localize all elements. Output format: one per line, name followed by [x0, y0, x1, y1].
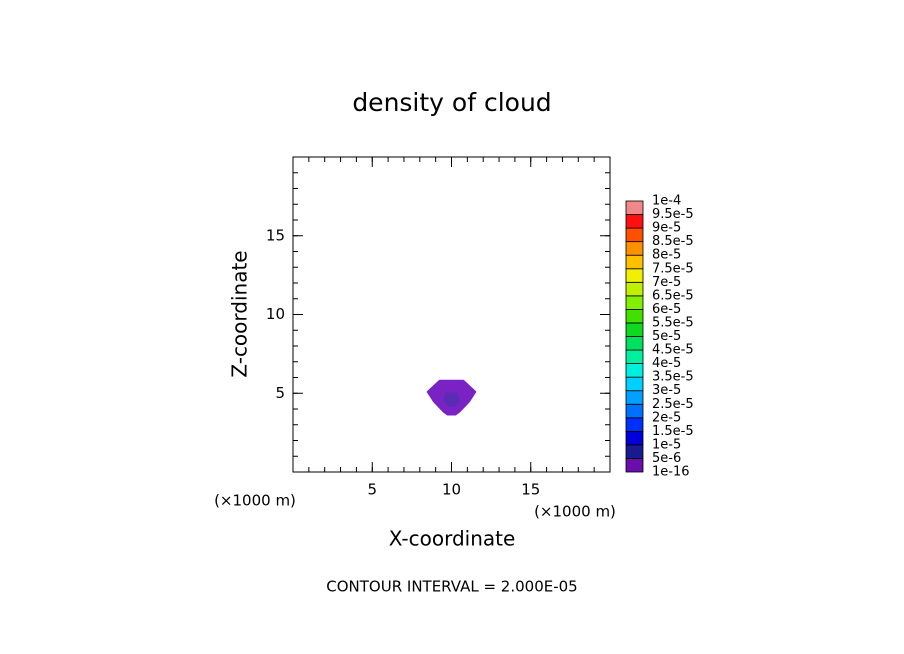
- colorbar-box: [625, 322, 644, 337]
- colorbar-label: 2.5e-5: [652, 397, 694, 412]
- colorbar-label: 7.5e-5: [652, 261, 694, 276]
- colorbar-box: [625, 214, 644, 229]
- footer: CONTOUR INTERVAL = 2.000E-05: [326, 578, 577, 596]
- colorbar-label: 8e-5: [652, 248, 681, 263]
- colorbar-box: [625, 200, 644, 215]
- colorbar-box: [625, 403, 644, 419]
- colorbar-label: 4e-5: [652, 356, 681, 371]
- colorbar-label: 2e-5: [652, 410, 681, 425]
- colorbar-label: 9e-5: [652, 221, 681, 236]
- colorbar-label: 7e-5: [652, 275, 681, 290]
- colorbar-label: 9.5e-5: [652, 207, 694, 222]
- y-tick-label: 5: [275, 384, 285, 402]
- colorbar-box: [625, 295, 644, 310]
- colorbar-box: [625, 281, 644, 297]
- colorbar-box: [625, 444, 644, 459]
- colorbar-label: 6.5e-5: [652, 288, 694, 303]
- plot-frame: [292, 156, 611, 473]
- y-tick-label: 10: [266, 305, 285, 323]
- colorbar-label: 3.5e-5: [652, 370, 694, 385]
- colorbar-box: [625, 241, 644, 256]
- colorbar-label: 5e-5: [652, 329, 681, 344]
- contour-region: [443, 392, 460, 407]
- colorbar-label: 1e-16: [652, 465, 690, 480]
- colorbar-box: [625, 336, 644, 351]
- y-axis-label: Z-coordinate: [228, 250, 252, 377]
- x-tick-label: 5: [367, 481, 377, 499]
- colorbar-label: 6e-5: [652, 302, 681, 317]
- colorbar-box: [625, 417, 644, 432]
- x-unit: (×1000 m): [534, 503, 616, 521]
- colorbar-label: 8.5e-5: [652, 234, 694, 249]
- colorbar-box: [625, 390, 644, 405]
- y-unit: (×1000 m): [214, 492, 296, 510]
- colorbar-box: [625, 376, 644, 392]
- y-tick-label: 15: [266, 226, 285, 244]
- colorbar-label: 1e-4: [652, 194, 681, 209]
- x-tick-label: 15: [521, 481, 540, 499]
- colorbar-label: 5e-6: [652, 451, 681, 466]
- colorbar-box: [625, 227, 644, 243]
- x-tick-label: 10: [442, 481, 461, 499]
- colorbar-box: [625, 458, 644, 473]
- colorbar-box: [625, 268, 644, 283]
- colorbar-box: [625, 254, 644, 270]
- chart-title: density of cloud: [352, 88, 551, 117]
- colorbar-label: 3e-5: [652, 383, 681, 398]
- colorbar-label: 5.5e-5: [652, 315, 694, 330]
- colorbar-box: [625, 349, 644, 364]
- colorbar-box: [625, 308, 644, 324]
- colorbar-label: 1.5e-5: [652, 424, 694, 439]
- x-axis-label: X-coordinate: [389, 527, 516, 551]
- colorbar-box: [625, 363, 644, 378]
- colorbar-box: [625, 430, 644, 446]
- colorbar-label: 4.5e-5: [652, 343, 694, 358]
- colorbar-label: 1e-5: [652, 437, 681, 452]
